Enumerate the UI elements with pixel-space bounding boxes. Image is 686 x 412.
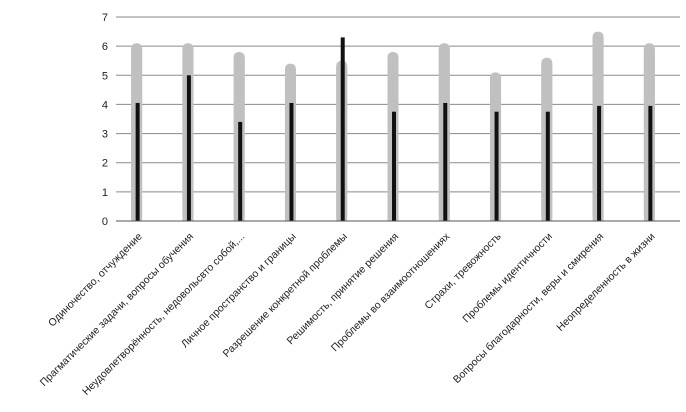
bar-series-2 bbox=[392, 111, 396, 221]
y-tick-label: 0 bbox=[102, 216, 108, 228]
bar-series-2 bbox=[289, 102, 294, 221]
bar-series-2 bbox=[648, 105, 653, 221]
bar-series-2 bbox=[186, 75, 191, 222]
y-tick-label: 7 bbox=[102, 12, 108, 24]
bar-series-2 bbox=[597, 105, 602, 221]
x-category-label: Неопределенность в жизни bbox=[554, 231, 657, 334]
y-tick-label: 6 bbox=[102, 41, 108, 53]
bar-series-2 bbox=[135, 102, 140, 221]
y-axis-tick-labels: 0 1 2 3 4 5 6 7 bbox=[102, 12, 108, 228]
bar-series-2 bbox=[238, 121, 243, 221]
y-tick-label: 3 bbox=[102, 129, 108, 141]
bar-series-2 bbox=[443, 102, 448, 221]
bars bbox=[131, 31, 655, 222]
bar-series-2 bbox=[340, 37, 345, 222]
x-category-label: Одиночество, отчуждение bbox=[46, 231, 145, 330]
x-category-label: Решимость, принятие решения bbox=[285, 231, 401, 347]
y-tick-label: 2 bbox=[102, 158, 108, 170]
y-tick-label: 1 bbox=[102, 187, 108, 199]
x-category-label: Проблемы идентичности bbox=[460, 231, 555, 326]
y-tick-label: 5 bbox=[102, 70, 108, 82]
bar-series-2 bbox=[545, 111, 550, 221]
y-tick-label: 4 bbox=[102, 99, 108, 111]
bar-series-2 bbox=[494, 111, 499, 221]
